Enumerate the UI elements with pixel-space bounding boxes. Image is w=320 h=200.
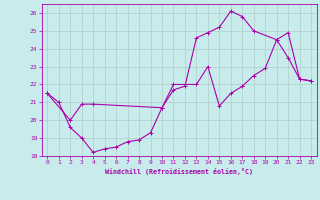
X-axis label: Windchill (Refroidissement éolien,°C): Windchill (Refroidissement éolien,°C): [105, 168, 253, 175]
